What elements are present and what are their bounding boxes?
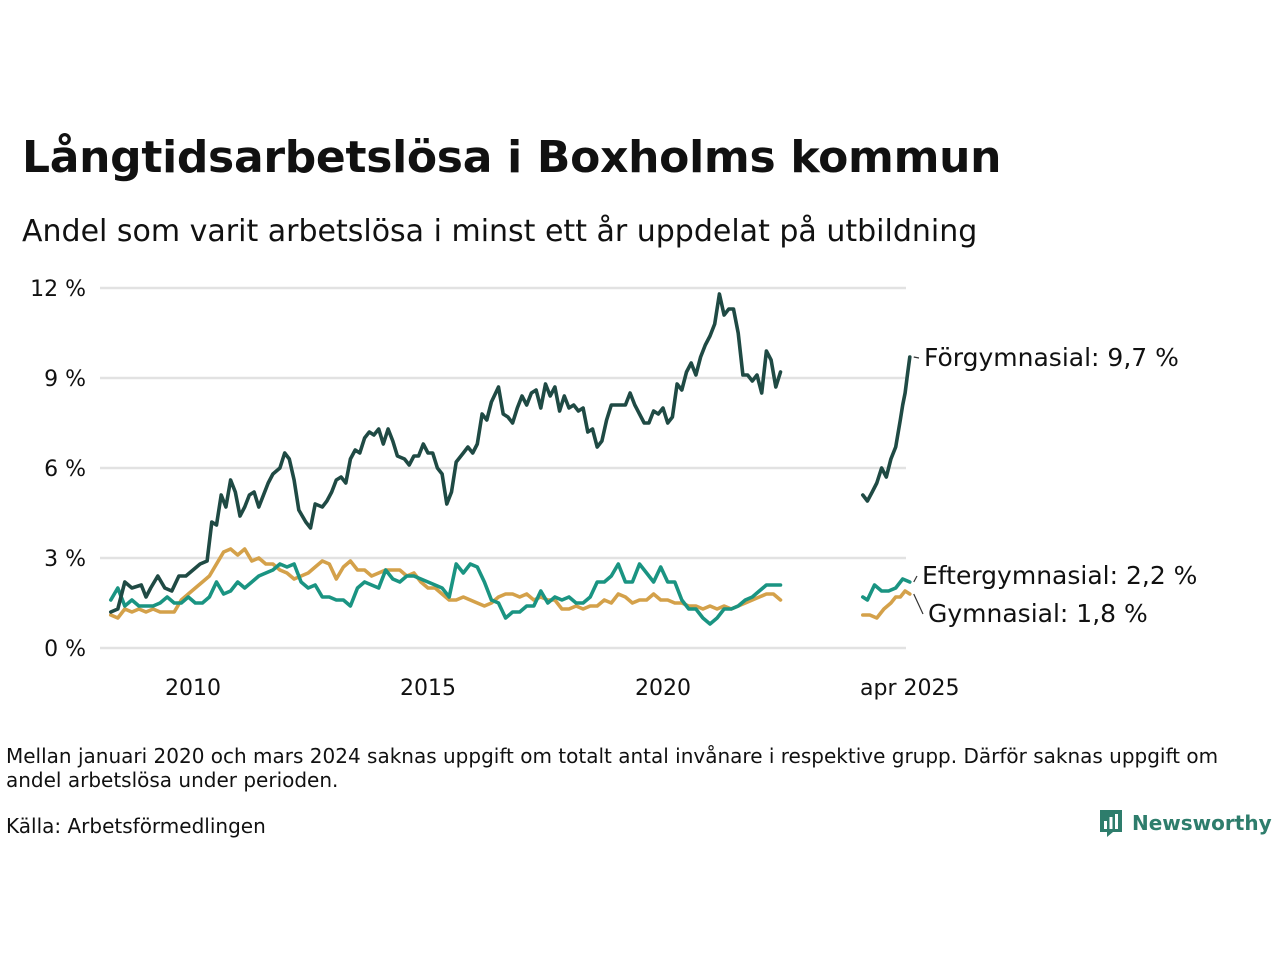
- series-1-line-segment-0: [109, 562, 783, 626]
- series-2-end-label: Gymnasial: 1,8 %: [928, 599, 1148, 628]
- y-tick-label-1: 3 %: [44, 547, 86, 572]
- series-1-end-label: Eftergymnasial: 2,2 %: [922, 561, 1197, 590]
- line-chart: 0 % 3 % 6 % 9 % 12 % 2010 2015 2020 apr 2025 Fö…: [30, 277, 1197, 701]
- x-axis-ticks: 2010 2015 2020 apr 2025: [165, 676, 959, 701]
- y-tick-label-3: 9 %: [44, 367, 86, 392]
- series-0-line-segment-0: [109, 292, 783, 614]
- footnote: Mellan januari 2020 och mars 2024 saknas…: [6, 744, 1219, 792]
- chart-subtitle: Andel som varit arbetslösa i minst ett å…: [22, 214, 978, 249]
- series-lines: [109, 292, 912, 626]
- x-tick-label-3: apr 2025: [860, 676, 959, 701]
- series-0-line-segment-1: [861, 355, 912, 503]
- series-0-label-connector: [913, 356, 920, 359]
- y-tick-label-4: 12 %: [30, 277, 86, 302]
- x-tick-label-1: 2015: [400, 676, 456, 701]
- chart-title: Långtidsarbetslösa i Boxholms kommun: [22, 132, 1002, 183]
- brand-name: Newsworthy: [1132, 811, 1272, 835]
- y-tick-label-0: 0 %: [44, 637, 86, 662]
- series-1-line-segment-1: [861, 577, 912, 602]
- x-tick-label-2: 2020: [635, 676, 691, 701]
- newsworthy-brand: Newsworthy: [1098, 808, 1272, 838]
- series-0-end-label: Förgymnasial: 9,7 %: [924, 343, 1179, 372]
- x-tick-label-0: 2010: [165, 676, 221, 701]
- source-credit: Källa: Arbetsförmedlingen: [6, 814, 266, 838]
- series-1-label-connector: [913, 575, 918, 583]
- series-2-line-segment-0: [109, 547, 783, 620]
- series-2-label-connector: [913, 593, 924, 615]
- series-2-line-segment-1: [861, 589, 912, 620]
- y-tick-label-2: 6 %: [44, 457, 86, 482]
- series-end-labels: Förgymnasial: 9,7 % Eftergymnasial: 2,2 %…: [913, 343, 1197, 628]
- y-axis-ticks: 0 % 3 % 6 % 9 % 12 %: [30, 277, 86, 662]
- bar-chart-logo-icon: [1100, 810, 1122, 837]
- gridlines: [100, 286, 906, 650]
